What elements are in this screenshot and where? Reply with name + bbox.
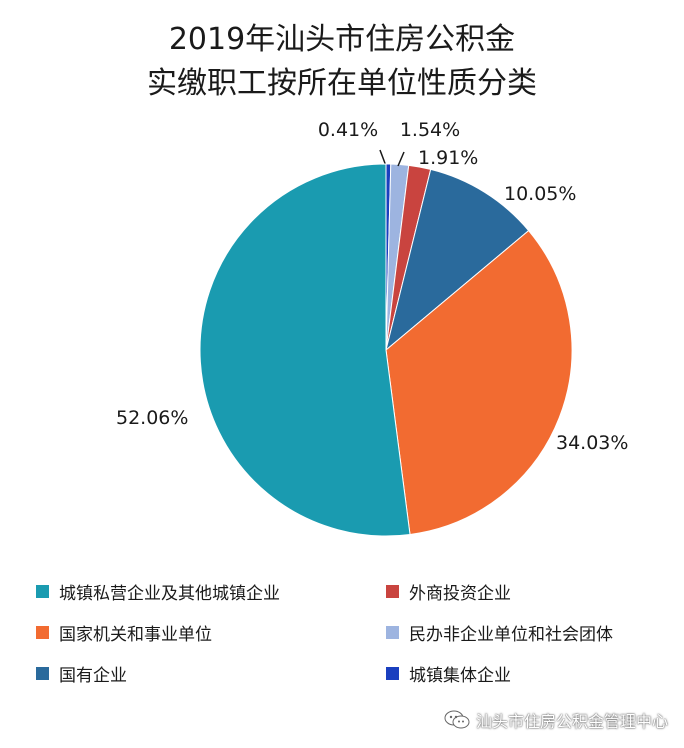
legend-item: 民办非企业单位和社会团体 — [386, 620, 613, 645]
legend-item: 城镇集体企业 — [386, 661, 511, 686]
slice-data-label: 52.06% — [116, 407, 188, 429]
slice-data-label: 10.05% — [504, 183, 576, 205]
legend-label: 国有企业 — [59, 666, 127, 686]
legend-swatch — [386, 585, 399, 598]
legend-label: 城镇集体企业 — [409, 666, 511, 686]
legend-label: 外商投资企业 — [409, 584, 511, 604]
slice-data-label: 1.54% — [400, 119, 460, 141]
legend-item: 城镇私营企业及其他城镇企业 — [36, 579, 280, 604]
legend-item: 国家机关和事业单位 — [36, 620, 212, 645]
legend-swatch — [36, 667, 49, 680]
legend-item: 外商投资企业 — [386, 579, 511, 604]
pie-slice — [385, 168, 530, 352]
legend-label: 民办非企业单位和社会团体 — [409, 625, 613, 645]
pie-slice — [385, 229, 573, 536]
legend-swatch — [36, 585, 49, 598]
chart-subtitle: 实缴职工按所在单位性质分类 — [147, 66, 537, 101]
legend-label: 国家机关和事业单位 — [59, 625, 212, 645]
watermark-text: 汕头市住房公积金管理中心 — [475, 712, 668, 731]
wechat-icon — [444, 710, 470, 729]
legend-swatch — [386, 667, 399, 680]
legend-label: 城镇私营企业及其他城镇企业 — [59, 584, 280, 604]
pie-slice — [199, 163, 411, 537]
chart-title: 2019年汕头市住房公积金 — [168, 22, 516, 57]
slice-data-label: 0.41% — [318, 119, 378, 141]
watermark: 汕头市住房公积金管理中心 — [444, 708, 668, 732]
legend-swatch — [36, 626, 49, 639]
legend-item: 国有企业 — [36, 661, 127, 686]
pie-chart: 0.41% 1.54% 1.91% 10.05% 34.03% 52.06% — [116, 119, 628, 537]
label-leader-line — [397, 151, 405, 167]
slice-data-label: 34.03% — [556, 432, 628, 454]
label-leader-line — [379, 149, 387, 167]
slice-data-label: 1.91% — [418, 147, 478, 169]
legend-swatch — [386, 626, 399, 639]
